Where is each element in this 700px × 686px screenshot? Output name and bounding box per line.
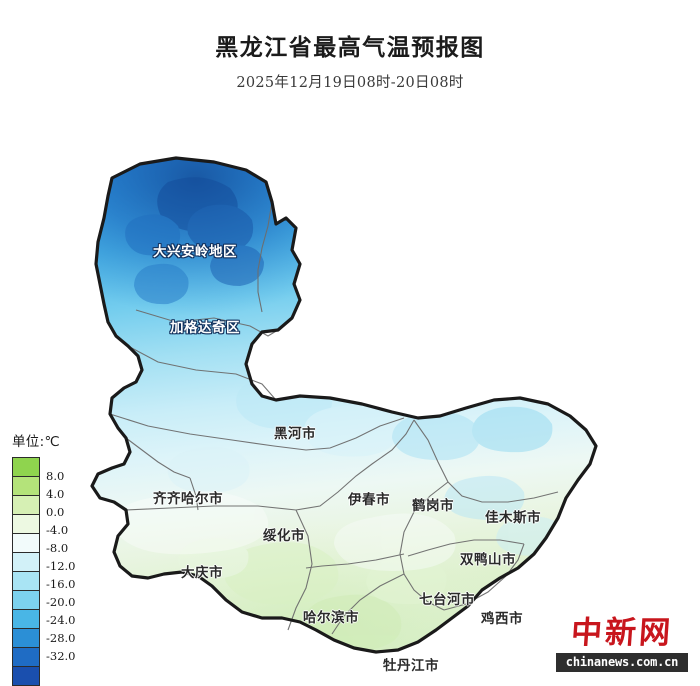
legend-tick: -16.0 [46, 577, 76, 591]
map-label-jixi: 鸡西市 [481, 611, 523, 627]
map-label-haerbin: 哈尔滨市 [303, 610, 359, 626]
map-label-heihe: 黑河市 [274, 426, 316, 442]
map-label-shuangyashan: 双鸭山市 [460, 552, 516, 568]
legend-swatch [13, 534, 39, 553]
logo-brand-text: 中新网 [569, 615, 675, 651]
legend-swatch [13, 496, 39, 515]
temperature-legend: 单位:℃ 8.0 4.0 0.0 -4.0 -8.0 [12, 430, 104, 686]
legend-color-bar [12, 457, 40, 686]
legend-swatch [13, 629, 39, 648]
legend-swatch [13, 591, 39, 610]
legend-swatch [13, 572, 39, 591]
map-label-suihua: 绥化市 [263, 528, 305, 544]
legend-swatch [13, 610, 39, 629]
legend-swatch [13, 553, 39, 572]
legend-tick: -24.0 [46, 613, 76, 627]
legend-tick: 0.0 [46, 505, 65, 519]
chinanews-logo: 中新网 chinanews.com.cn [556, 615, 688, 672]
warm-contour-patches [178, 537, 447, 651]
forecast-period: 2025年12月19日08时-20日08时 [236, 75, 464, 91]
cold-contour-patches [125, 177, 264, 305]
legend-swatch [13, 477, 39, 496]
prefecture-borders [109, 201, 559, 635]
legend-swatch [13, 667, 39, 685]
map-label-mudanjiang: 牡丹江市 [383, 658, 439, 674]
legend-tick: -8.0 [46, 541, 69, 555]
neutral-band-patches [114, 490, 456, 571]
legend-tick: -4.0 [46, 523, 69, 537]
legend-tick: -32.0 [46, 649, 76, 663]
page-header: 黑龙江省最高气温预报图 2025年12月19日08时-20日08时 [0, 0, 700, 92]
legend-tick: 4.0 [46, 487, 65, 501]
map-label-hegang: 鹤岗市 [412, 498, 454, 514]
legend-tick: -20.0 [46, 595, 76, 609]
legend-tick-labels: 8.0 4.0 0.0 -4.0 -8.0 -12.0 -16.0 -20.0 … [46, 457, 98, 661]
legend-tick: 8.0 [46, 469, 65, 483]
map-label-qiqihaer: 齐齐哈尔市 [153, 491, 223, 507]
legend-title: 单位:℃ [12, 434, 60, 450]
map-container: 大兴安岭地区 加格达奇区 黑河市 齐齐哈尔市 伊春市 鹤岗市 佳木斯市 绥化市 … [0, 78, 700, 674]
map-label-daxinganling: 大兴安岭地区 [153, 244, 237, 260]
legend-swatch [13, 515, 39, 534]
heilongjiang-map [90, 156, 598, 654]
legend-swatch [13, 648, 39, 667]
logo-url-text: chinanews.com.cn [556, 653, 688, 672]
map-label-qitaihe: 七台河市 [419, 592, 475, 608]
legend-tick: -12.0 [46, 559, 76, 573]
map-label-jiagedaqi: 加格达奇区 [170, 320, 240, 336]
legend-swatch [13, 458, 39, 477]
map-label-yichun: 伊春市 [348, 492, 390, 508]
map-label-daqing: 大庆市 [181, 565, 223, 581]
legend-tick: -28.0 [46, 631, 76, 645]
temperature-surface [92, 158, 596, 652]
legend-body: 8.0 4.0 0.0 -4.0 -8.0 -12.0 -16.0 -20.0 … [12, 457, 104, 686]
province-outline [90, 156, 598, 654]
map-label-jiamusi: 佳木斯市 [485, 510, 541, 526]
page-title: 黑龙江省最高气温预报图 [215, 35, 485, 61]
